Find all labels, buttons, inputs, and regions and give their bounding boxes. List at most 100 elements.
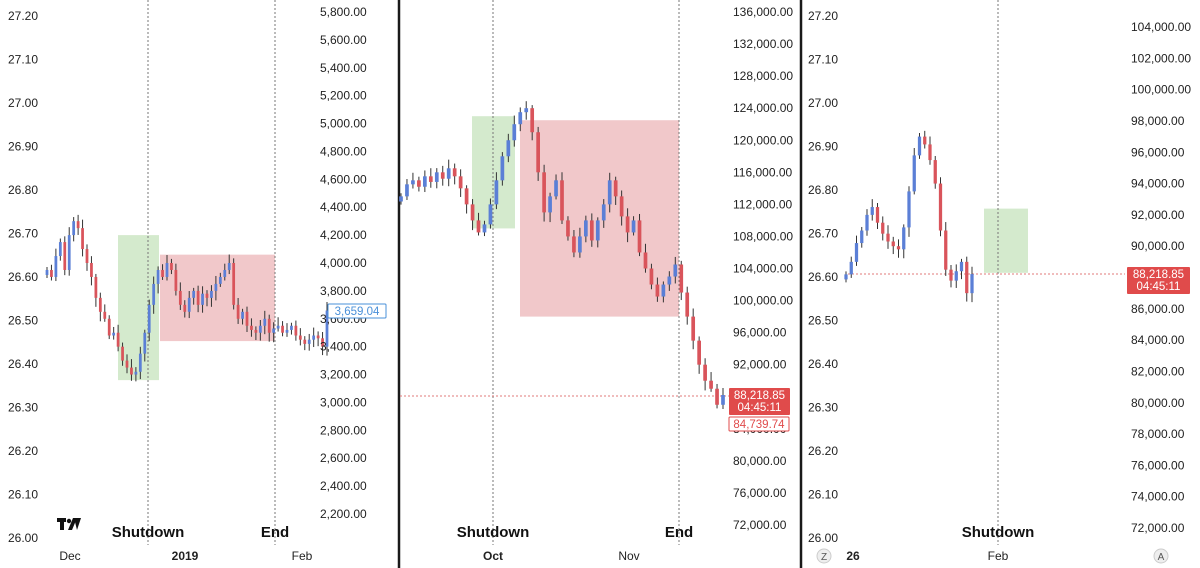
candle-body — [187, 297, 191, 312]
candle-body — [881, 222, 885, 234]
x-tick-nov: Nov — [618, 549, 639, 563]
candle-body — [601, 204, 606, 221]
price-tag: 88,218.85 04:45:11 — [1127, 267, 1190, 294]
y-tick-right: 4,800.00 — [320, 144, 367, 158]
y-tick-right: 2,400.00 — [320, 479, 367, 493]
candle-body — [613, 180, 618, 197]
x-tick-26: 26 — [846, 549, 860, 563]
annotation-end: End — [665, 524, 693, 541]
candle-body — [721, 395, 725, 405]
corner-button-a[interactable]: A — [1153, 548, 1169, 564]
candle-body — [276, 325, 280, 329]
y-tick-right: 76,000.00 — [733, 486, 787, 500]
price-tag: 88,218.85 04:45:11 — [729, 388, 790, 415]
y-tick-left: 26.20 — [8, 444, 38, 458]
candle-body — [201, 293, 204, 305]
candle-body — [625, 216, 630, 233]
candle-body — [554, 180, 558, 197]
candle-body — [285, 329, 289, 333]
y-tick-right: 104,000.00 — [1131, 20, 1191, 34]
x-tick-feb: Feb — [988, 549, 1009, 563]
candle-body — [112, 332, 116, 336]
y-tick-right: 86,000.00 — [1131, 302, 1185, 316]
candle-body — [192, 290, 196, 298]
candle-body — [631, 220, 636, 233]
y-tick-left: 27.20 — [8, 9, 38, 23]
y-tick-left: 26.90 — [808, 140, 838, 154]
y-tick-left: 26.80 — [808, 183, 838, 197]
candle-body — [81, 228, 84, 250]
y-tick-left: 26.80 — [8, 183, 38, 197]
candle-body — [542, 172, 546, 213]
candle-body — [205, 293, 209, 298]
candle-body — [321, 338, 324, 347]
candle-body — [896, 246, 901, 250]
candle-body — [488, 204, 493, 225]
y-tick-right: 136,000.00 — [733, 5, 793, 19]
candle-body — [536, 132, 540, 173]
y-tick-right: 102,000.00 — [1131, 51, 1191, 65]
y-tick-right: 96,000.00 — [1131, 145, 1185, 159]
svg-text:88,218.85: 88,218.85 — [1133, 269, 1184, 281]
y-tick-left: 26.70 — [8, 227, 38, 241]
y-tick-right: 120,000.00 — [733, 133, 793, 147]
candle-body — [506, 140, 511, 157]
y-tick-right: 104,000.00 — [733, 262, 793, 276]
x-tick-feb: Feb — [292, 549, 313, 563]
red-zone — [160, 254, 275, 342]
panel-1: 27.20 27.10 27.00 26.90 26.80 26.70 26.60 26.50… — [8, 0, 387, 563]
svg-text:88,218.85: 88,218.85 — [734, 390, 785, 402]
candle-body — [446, 168, 451, 179]
candle-body — [560, 180, 564, 221]
candle-body — [661, 284, 666, 297]
y-tick-right: 94,000.00 — [1131, 177, 1185, 191]
candle-body — [566, 220, 570, 237]
y-tick-right: 108,000.00 — [733, 229, 793, 243]
y-tick-left: 26.00 — [808, 531, 838, 545]
candle-body — [72, 221, 76, 236]
y-tick-left: 26.00 — [8, 531, 38, 545]
panel-2: 136,000.00 132,000.00 128,000.00 124,000.00… — [399, 0, 793, 563]
candle-body — [241, 311, 244, 319]
candle-body — [524, 108, 529, 113]
candle-body — [85, 249, 89, 263]
y-tick-left: 26.40 — [808, 357, 838, 371]
candle-body — [470, 204, 475, 221]
candle-body — [923, 136, 927, 145]
candle-body — [236, 304, 240, 319]
candle-body — [298, 335, 302, 340]
panel-3: 27.20 27.10 27.00 26.90 26.80 26.70 26.60 26.50… — [808, 0, 1191, 564]
candle-body — [954, 271, 958, 281]
y-tick-right: 4,000.00 — [320, 256, 367, 270]
candle-body — [107, 318, 111, 336]
candle-body — [411, 180, 415, 185]
corner-button-z[interactable]: Z — [816, 548, 832, 564]
candle-body — [125, 360, 129, 368]
y-tick-right: 92,000.00 — [1131, 208, 1185, 222]
candle-body — [607, 180, 612, 205]
y-tick-left: 27.10 — [808, 53, 838, 67]
y-tick-right: 92,000.00 — [733, 358, 787, 372]
y-tick-left: 27.00 — [8, 96, 38, 110]
y-tick-right: 72,000.00 — [1131, 521, 1185, 535]
candle-body — [530, 108, 535, 133]
candle-body — [849, 261, 853, 275]
y-tick-right: 2,200.00 — [320, 507, 367, 521]
logo-icon — [57, 518, 81, 530]
candle-body — [170, 263, 173, 270]
candle-body — [452, 168, 457, 177]
svg-text:Z: Z — [821, 552, 827, 563]
candle-body — [250, 325, 253, 330]
candle-body — [165, 263, 169, 277]
candle-body — [316, 335, 320, 339]
y-tick-left: 26.50 — [808, 314, 838, 328]
candle-body — [227, 263, 231, 270]
candle-body — [494, 180, 499, 205]
candle-body — [130, 367, 133, 375]
green-zone — [984, 208, 1028, 273]
candle-body — [294, 325, 298, 336]
candle-body — [891, 241, 895, 247]
candle-body — [281, 325, 284, 333]
candle-body — [223, 269, 227, 277]
y-tick-right: 112,000.00 — [733, 197, 792, 211]
